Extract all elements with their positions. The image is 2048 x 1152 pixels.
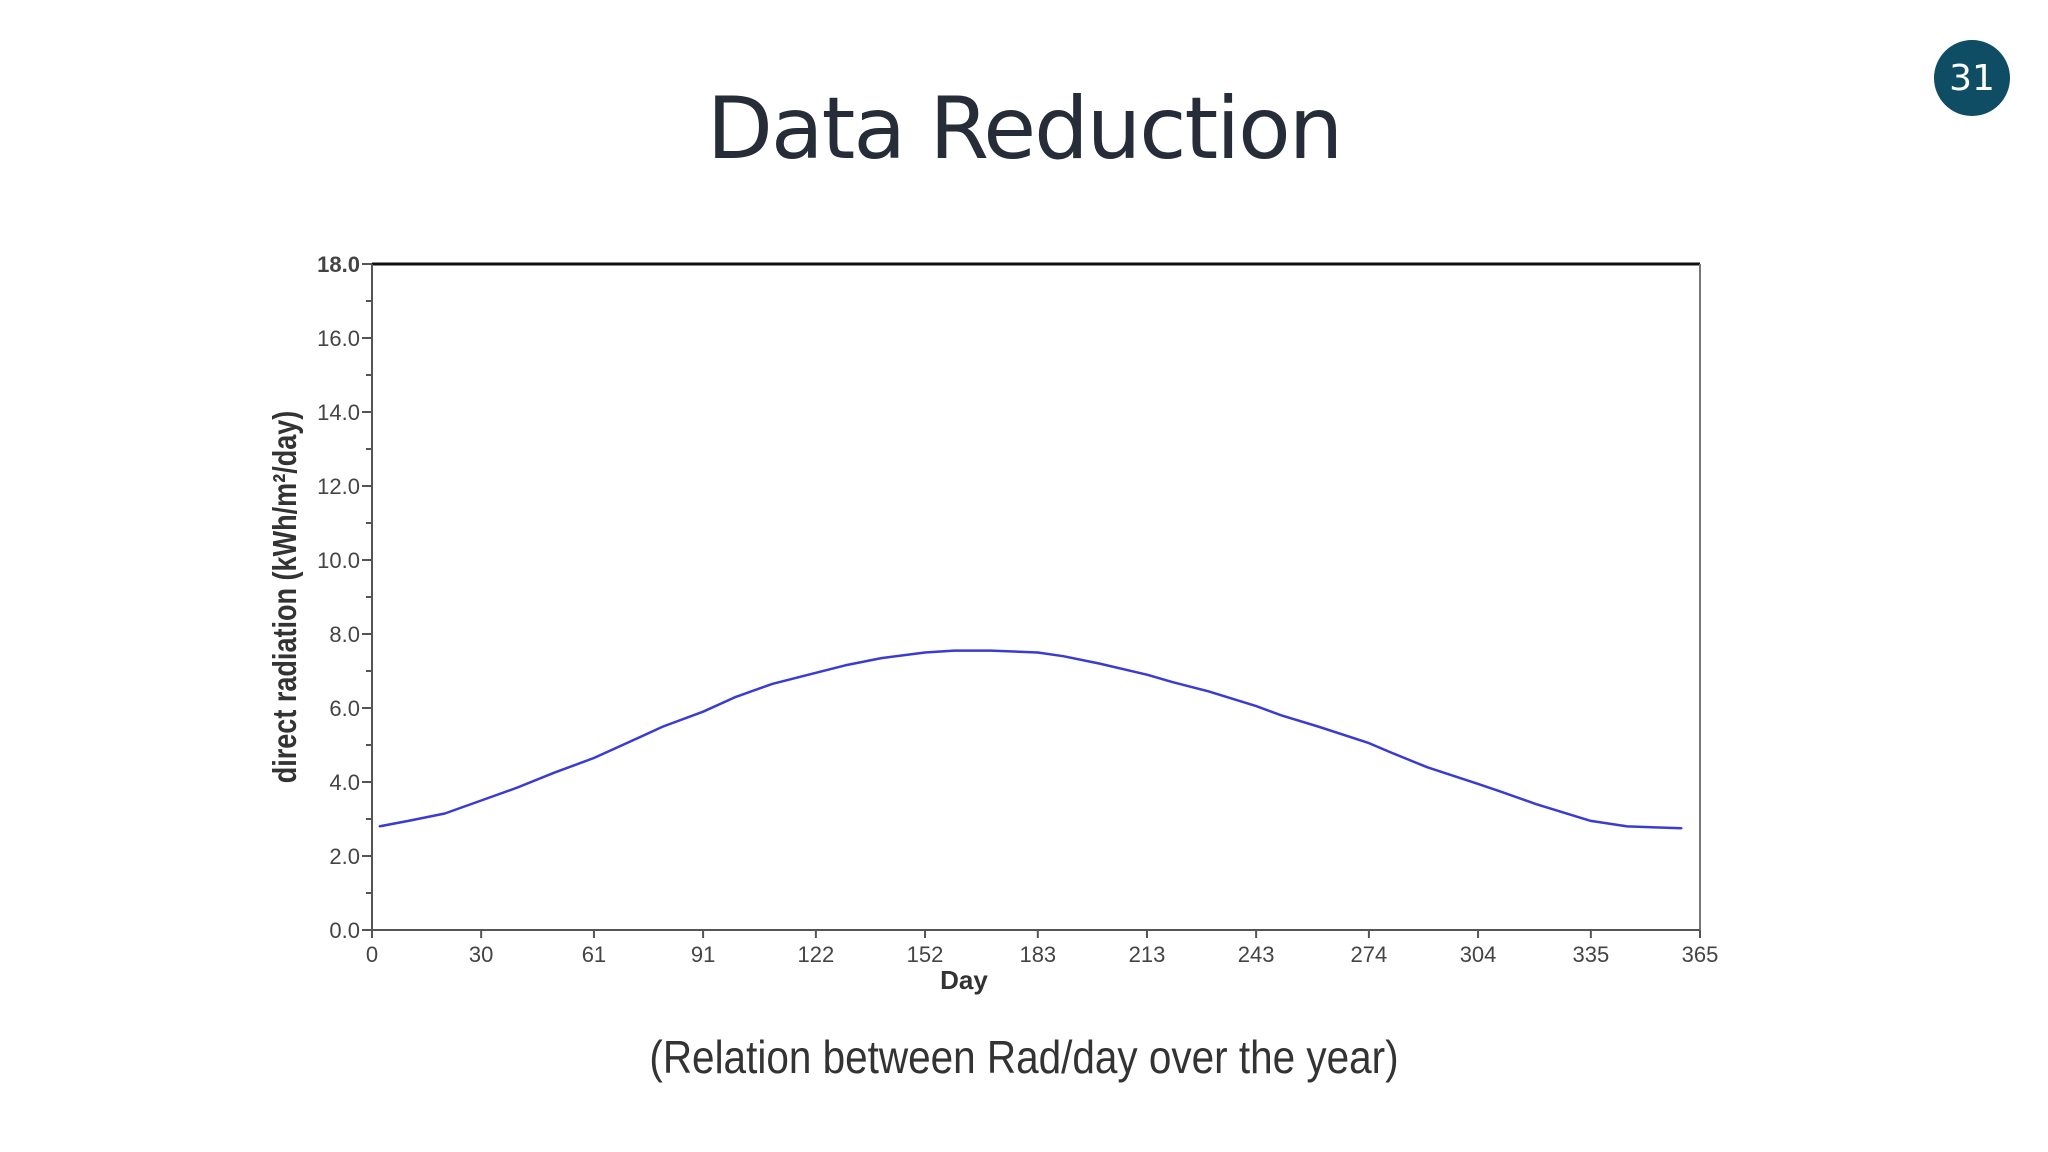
data-point <box>702 710 704 713</box>
series-group <box>378 649 1683 830</box>
x-tick-label: 152 <box>907 942 944 967</box>
data-point <box>1368 742 1370 744</box>
data-point <box>1146 673 1148 676</box>
data-point <box>443 812 446 815</box>
slide-title: Data Reduction <box>706 79 1344 179</box>
data-point <box>953 649 955 652</box>
x-axis: 0 30 61 91 122 152 183 213 243 274 304 335 365 <box>366 929 1719 967</box>
data-point <box>1317 725 1319 728</box>
data-point <box>1426 766 1428 768</box>
y-tick-label: 2.0 <box>329 844 360 869</box>
data-point <box>735 696 737 698</box>
data-point <box>1590 820 1592 822</box>
y-tick-label: 6.0 <box>329 696 360 721</box>
data-point <box>1098 662 1101 665</box>
data-point <box>771 683 774 685</box>
data-point <box>880 657 883 659</box>
slide-number-badge: 31 <box>1934 40 2010 116</box>
data-point <box>625 742 628 744</box>
data-point <box>662 725 664 728</box>
x-tick-label: 122 <box>798 942 835 967</box>
data-point <box>924 651 926 654</box>
data-point <box>1171 681 1174 683</box>
data-point <box>516 786 519 789</box>
y-tick-label: 18.0 <box>317 252 360 277</box>
x-axis-label: Day <box>940 965 988 995</box>
slide-caption: (Relation between Rad/day over the year) <box>649 1031 1399 1083</box>
data-point <box>593 757 595 759</box>
x-tick-label: 183 <box>1019 942 1056 967</box>
x-tick-label: 0 <box>366 942 378 967</box>
data-point <box>1535 803 1538 805</box>
data-point <box>378 825 381 828</box>
data-point <box>844 664 846 667</box>
x-tick-label: 365 <box>1682 942 1719 967</box>
data-point <box>1477 783 1479 785</box>
data-point <box>1037 651 1039 654</box>
y-tick-label: 14.0 <box>317 400 360 425</box>
x-tick-label: 30 <box>469 942 493 967</box>
x-tick-label: 91 <box>691 942 715 967</box>
data-point <box>1255 705 1257 707</box>
data-point <box>1062 655 1065 657</box>
y-tick-label: 10.0 <box>317 548 360 573</box>
y-axis-label: direct radiation (kWh/m²/day) <box>268 411 304 784</box>
x-tick-label: 304 <box>1460 942 1497 967</box>
data-point <box>1626 825 1629 828</box>
y-tick-label: 4.0 <box>329 770 360 795</box>
data-point <box>1208 690 1210 693</box>
y-tick-label: 12.0 <box>317 474 360 499</box>
data-point <box>1389 751 1392 754</box>
y-tick-label: 8.0 <box>329 622 360 647</box>
radiation-line-chart: 0.0 2.0 4.0 6.0 8.0 10.0 12.0 14.0 16.0 18.0 0 30 6… <box>268 252 1719 995</box>
data-point <box>815 672 817 674</box>
data-point <box>407 820 410 822</box>
data-point <box>989 649 992 652</box>
series-line <box>379 649 1682 830</box>
data-point <box>1499 790 1501 793</box>
x-tick-label: 335 <box>1572 942 1609 967</box>
x-tick-label: 213 <box>1129 942 1166 967</box>
y-axis: 0.0 2.0 4.0 6.0 8.0 10.0 12.0 14.0 16.0 18.0 <box>317 252 1701 943</box>
data-point <box>480 799 482 802</box>
y-tick-label: 0.0 <box>329 918 360 943</box>
x-tick-label: 61 <box>582 942 606 967</box>
x-tick-label: 243 <box>1238 942 1275 967</box>
y-tick-label: 16.0 <box>317 326 360 351</box>
data-point <box>1280 714 1283 717</box>
data-point <box>553 771 555 774</box>
data-point <box>1681 827 1683 830</box>
x-tick-label: 274 <box>1351 942 1388 967</box>
